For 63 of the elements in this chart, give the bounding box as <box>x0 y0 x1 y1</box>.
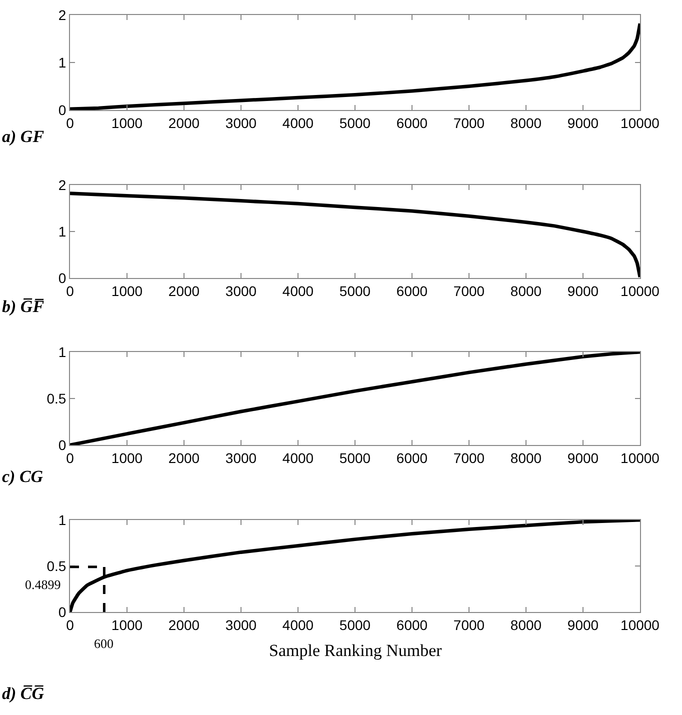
y-tick-label: 2 <box>58 6 66 23</box>
x-tick-label: 8000 <box>510 450 542 466</box>
x-tick-label: 1000 <box>111 450 143 466</box>
x-tick-label: 5000 <box>339 282 371 299</box>
x-tick-label: 7000 <box>453 282 485 299</box>
x-tick-label: 8000 <box>510 616 542 633</box>
x-tick-label: 10000 <box>620 450 660 466</box>
y-tick-label: 0 <box>58 102 66 118</box>
x-tick-label: 5000 <box>339 450 371 466</box>
text: d) C̅G̅ <box>2 684 45 703</box>
x-tick-label: 2000 <box>168 616 200 633</box>
x-tick-label: 2000 <box>168 450 200 466</box>
y-tick-label: 0 <box>58 270 66 286</box>
line-series <box>70 192 640 278</box>
line-series <box>70 520 640 612</box>
x-tick-label: 6000 <box>396 450 428 466</box>
x-tick-label: 9000 <box>567 114 599 131</box>
x-tick-label: 8000 <box>510 114 542 131</box>
x-tick-label: 4000 <box>282 282 314 299</box>
x-tick-label: 6000 <box>396 282 428 299</box>
x-axis-title: Sample Ranking Number <box>269 641 442 660</box>
y-tick-label: 1 <box>58 223 66 240</box>
x-tick-label: 3000 <box>225 450 257 466</box>
text: a) GF <box>2 127 45 146</box>
text: c) CG <box>2 467 44 486</box>
x-tick-label: 4000 <box>282 450 314 466</box>
text: b) G̅F̅ <box>2 297 45 316</box>
x-tick-label: 1000 <box>111 282 143 299</box>
x-tick-label: 2000 <box>168 282 200 299</box>
x-tick-label: 6000 <box>396 114 428 131</box>
x-tick-label: 10000 <box>620 616 660 633</box>
x-tick-label: 5000 <box>339 114 371 131</box>
x-tick-label: 6000 <box>396 616 428 633</box>
x-tick-label: 1000 <box>111 616 143 633</box>
ref-line-label: 600 <box>94 636 114 651</box>
x-tick-label: 1000 <box>111 114 143 131</box>
x-tick-label: 9000 <box>567 616 599 633</box>
y-tick-label: 2 <box>58 176 66 193</box>
y-tick-label: 0.5 <box>46 390 66 406</box>
y-tick-label: 0 <box>58 436 66 453</box>
x-tick-label: 2000 <box>168 114 200 131</box>
y-tick-label: 0.5 <box>46 558 66 574</box>
line-series <box>70 22 640 110</box>
y-tick-label: 1 <box>58 54 66 70</box>
x-tick-label: 5000 <box>339 616 371 633</box>
x-tick-label: 7000 <box>453 450 485 466</box>
x-tick-label: 8000 <box>510 282 542 299</box>
x-tick-label: 10000 <box>620 114 660 131</box>
x-tick-label: 7000 <box>453 616 485 633</box>
x-tick-label: 10000 <box>620 282 660 299</box>
x-tick-label: 9000 <box>567 282 599 299</box>
x-tick-label: 4000 <box>282 616 314 633</box>
y-tick-label: 0 <box>58 604 66 620</box>
x-tick-label: 3000 <box>225 282 257 299</box>
y-tick-label: 1 <box>58 512 66 528</box>
line-series <box>70 352 640 445</box>
y-tick-label: 1 <box>58 344 66 360</box>
x-tick-label: 3000 <box>225 114 257 131</box>
x-tick-label: 9000 <box>567 450 599 466</box>
x-tick-label: 4000 <box>282 114 314 131</box>
ref-line-label: 0.4899 <box>25 577 61 592</box>
x-tick-label: 7000 <box>453 114 485 131</box>
x-tick-label: 3000 <box>225 616 257 633</box>
